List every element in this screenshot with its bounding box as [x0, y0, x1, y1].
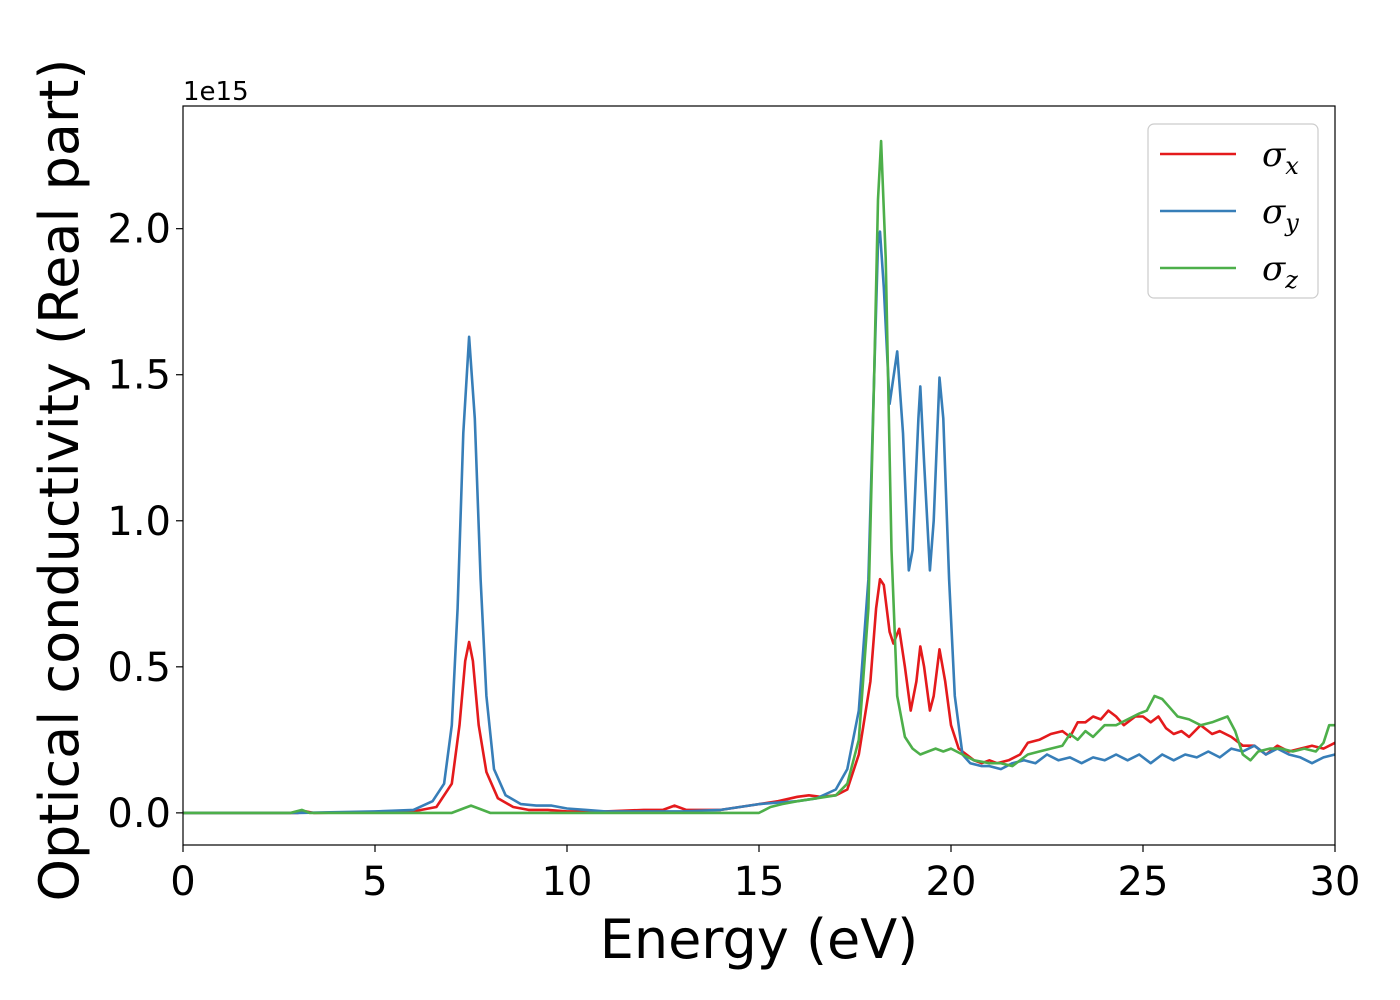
series-line-x	[183, 577, 1336, 815]
x-tick-label: 5	[362, 859, 387, 905]
x-tick-label: 30	[1310, 859, 1361, 905]
legend-symbol: σ	[1262, 135, 1286, 175]
legend-subscript: x	[1285, 152, 1299, 180]
legend-label-y: σy	[1262, 192, 1299, 237]
y-axis: 0.0 0.5 1.0 1.5 2.0	[107, 207, 183, 837]
legend-label-x: σx	[1262, 135, 1299, 180]
plot-lines	[183, 139, 1336, 815]
x-tick-label: 20	[926, 859, 977, 905]
legend-subscript: y	[1284, 209, 1299, 237]
y-offset-label: 1e15	[183, 77, 249, 107]
legend-symbol: σ	[1262, 249, 1286, 289]
y-tick-label: 1.5	[107, 353, 171, 399]
legend-symbol: σ	[1262, 192, 1286, 232]
y-tick-label: 1.0	[107, 499, 171, 545]
x-tick-label: 0	[170, 859, 195, 905]
legend-subscript: z	[1284, 266, 1298, 294]
series-line-z	[183, 139, 1335, 815]
legend-label-z: σz	[1262, 249, 1298, 294]
x-tick-label: 25	[1118, 859, 1169, 905]
y-axis-title: Optical conductivity (Real part)	[28, 59, 91, 902]
x-axis-title: Energy (eV)	[600, 908, 919, 971]
x-tick-label: 10	[542, 859, 593, 905]
y-tick-label: 2.0	[107, 207, 171, 253]
x-axis: 0 5 10 15 20 25 30	[170, 845, 1360, 905]
series-line-y	[183, 230, 1336, 815]
y-tick-label: 0.0	[107, 791, 171, 837]
y-tick-label: 0.5	[107, 645, 171, 691]
x-tick-label: 15	[734, 859, 785, 905]
